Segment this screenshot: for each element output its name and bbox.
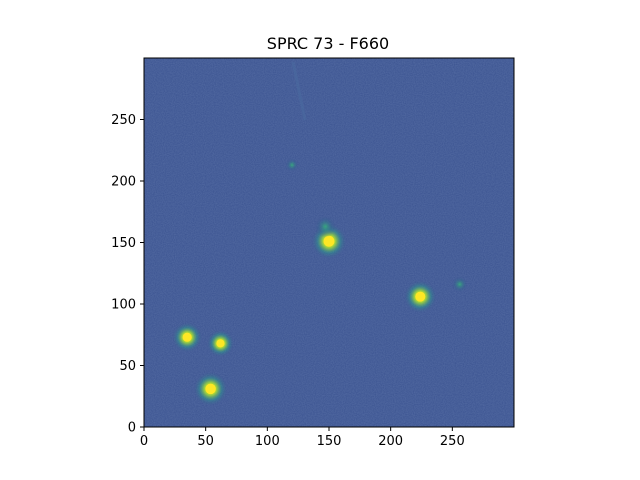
x-tick-label: 200 — [378, 434, 403, 449]
x-tick-label: 0 — [140, 434, 148, 449]
x-tick-label: 150 — [317, 434, 342, 449]
y-tick-label: 100 — [111, 298, 136, 313]
x-axis: 0 50 100 150 200 250 — [140, 427, 465, 449]
y-tick-label: 0 — [128, 421, 136, 436]
source-core — [205, 383, 216, 395]
source-glow — [451, 276, 468, 293]
faint-streak — [291, 61, 307, 121]
source-glow — [314, 215, 337, 238]
source-core — [415, 291, 426, 302]
figure-title: SPRC 73 - F660 — [267, 34, 389, 53]
x-tick-label: 100 — [255, 434, 280, 449]
y-tick-label: 250 — [111, 113, 136, 128]
source-core — [216, 339, 225, 348]
y-axis: 0 50 100 150 200 250 — [111, 113, 144, 436]
y-tick-label: 50 — [119, 359, 136, 374]
y-tick-label: 200 — [111, 175, 136, 190]
y-tick-label: 150 — [111, 236, 136, 251]
x-tick-label: 50 — [197, 434, 214, 449]
source-core — [182, 332, 192, 342]
light-sources-layer — [171, 158, 468, 407]
x-tick-label: 250 — [440, 434, 465, 449]
source-glow — [285, 158, 299, 172]
source-core — [323, 235, 335, 247]
image-plot-area — [143, 57, 515, 428]
